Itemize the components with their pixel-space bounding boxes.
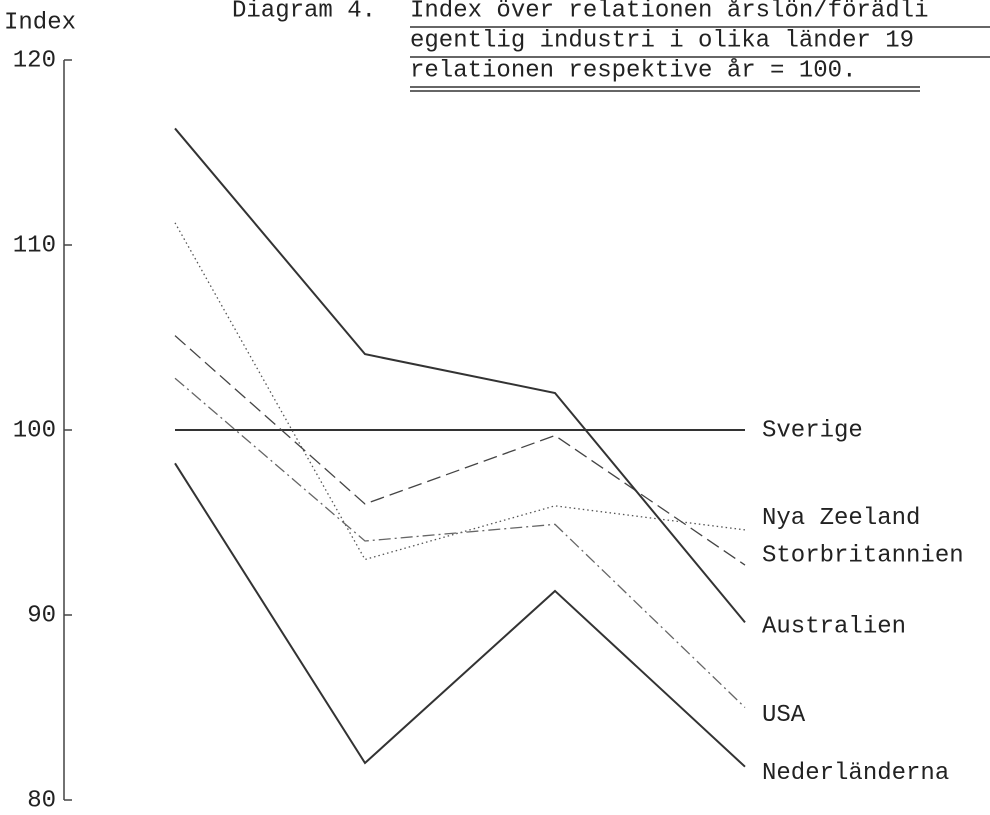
legend-label: Australien	[762, 614, 906, 641]
legend-label: Storbritannien	[762, 542, 964, 569]
y-tick-label: 100	[13, 417, 56, 444]
series-line	[174, 222, 746, 561]
subtitle-line: relationen respektive år = 100.	[410, 57, 856, 84]
y-tick-label: 120	[13, 47, 56, 74]
legend-label: Nya Zeeland	[762, 505, 920, 532]
series-line	[174, 127, 746, 624]
y-tick-label: 90	[27, 602, 56, 629]
y-axis-label: Index	[4, 9, 76, 36]
subtitle-line: Index över relationen årslön/förädli	[410, 0, 928, 24]
chart-title: Diagram 4.	[232, 0, 376, 24]
y-tick-label: 110	[13, 232, 56, 259]
y-tick-label: 80	[27, 787, 56, 814]
legend-label: Sverige	[762, 417, 863, 444]
series-line	[174, 335, 746, 566]
series-line	[174, 377, 746, 708]
legend-label: USA	[762, 702, 806, 729]
legend-label: Nederländerna	[762, 760, 949, 787]
series-line	[174, 462, 746, 768]
subtitle-line: egentlig industri i olika länder 19	[410, 27, 914, 54]
